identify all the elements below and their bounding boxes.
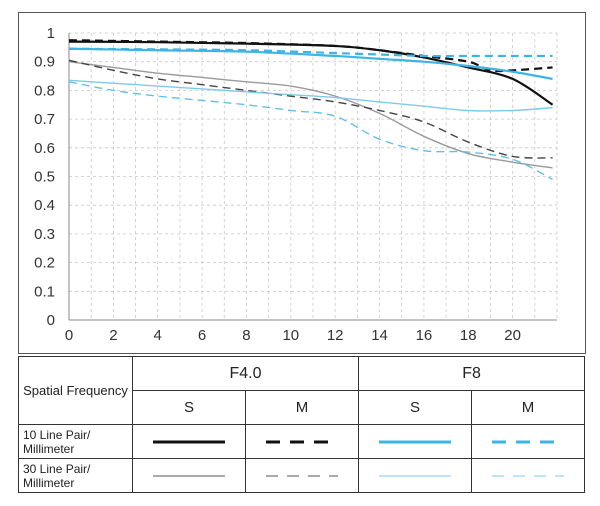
legend-swatch-cell (471, 458, 586, 493)
legend-table: Spatial Frequency F4.0 F8 S M S M 10 Lin… (18, 356, 586, 493)
legend-swatch-cell (358, 424, 473, 459)
x-tick-label: 12 (327, 327, 344, 344)
series-line-F8-S-10lp (68, 47, 553, 81)
y-tick-label: 0.4 (34, 197, 55, 214)
series-line-F40-M-10lp (68, 39, 553, 73)
y-tick-label: 0.3 (34, 226, 55, 243)
mtf-chart-svg: 0 2 4 6 8 10 12 14 16 18 20 0 0.1 0.2 0.3 0.4 0.5 0.6 0.7 0… (34, 25, 558, 344)
legend-swatch (266, 475, 338, 476)
legend-swatch-cell (471, 424, 586, 459)
legend-swatch-cell (244, 424, 360, 459)
x-tick-label: 20 (504, 327, 521, 344)
y-tick-label: 0.9 (34, 54, 55, 71)
legend-direction-m: M (471, 390, 586, 425)
series-line-F40-S-30lp (68, 61, 553, 169)
legend-row-label-30lp: 30 Line Pair/ Millimeter (18, 458, 133, 493)
x-tick-label: 14 (371, 327, 388, 344)
legend-direction-m: M (244, 390, 360, 425)
x-tick-label: 4 (154, 327, 162, 344)
y-tick-label: 0.2 (34, 255, 55, 272)
series-line-F8-S-30lp (68, 79, 553, 112)
legend-direction-s: S (358, 390, 473, 425)
legend-row-label-10lp: 10 Line Pair/ Millimeter (18, 424, 133, 459)
y-tick-label: 0.7 (34, 111, 55, 128)
x-tick-label: 8 (242, 327, 250, 344)
legend-swatch-cell (132, 424, 246, 459)
x-tick-label: 18 (460, 327, 477, 344)
y-tick-label: 0.5 (34, 169, 55, 186)
y-tick-label: 0.6 (34, 140, 55, 157)
y-tick-label: 0.8 (34, 82, 55, 99)
y-tick-label: 0 (47, 312, 55, 329)
mtf-chart: 0 2 4 6 8 10 12 14 16 18 20 0 0.1 0.2 0.3 0.4 0.5 0.6 0.7 0… (18, 12, 586, 354)
legend-aperture-f4: F4.0 (131, 356, 360, 391)
legend-swatch (153, 440, 225, 443)
legend-swatch-cell (132, 458, 246, 493)
y-tick-label: 0.1 (34, 283, 55, 300)
x-tick-label: 16 (416, 327, 433, 344)
legend-swatch (492, 475, 565, 476)
legend-aperture-f8: F8 (358, 356, 586, 391)
legend-swatch (379, 475, 452, 476)
legend-swatch (266, 440, 338, 443)
series-line-F8-M-10lp (68, 47, 553, 58)
x-tick-label: 10 (282, 327, 299, 344)
x-tick-label: 2 (109, 327, 117, 344)
legend-swatch (492, 440, 565, 443)
legend-swatch (379, 440, 452, 443)
x-tick-label: 6 (198, 327, 206, 344)
legend-corner-label: Spatial Frequency (18, 356, 133, 425)
legend-swatch-cell (358, 458, 473, 493)
legend-swatch-cell (244, 458, 360, 493)
series-line-F40-M-30lp (68, 59, 553, 159)
x-tick-label: 0 (65, 327, 73, 344)
legend-direction-s: S (132, 390, 246, 425)
y-tick-label: 1 (47, 25, 55, 42)
legend-swatch (153, 475, 225, 476)
